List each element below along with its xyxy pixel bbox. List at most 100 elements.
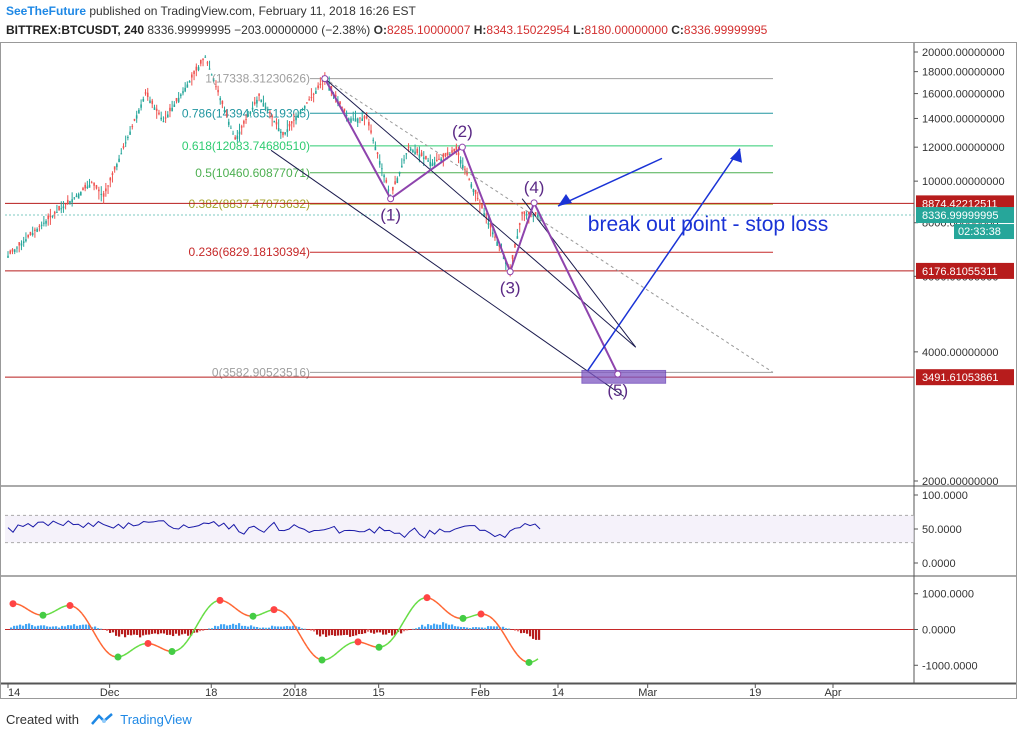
chart-canvas[interactable]: 20000.00000000 18000.00000000 16000.000000… bbox=[0, 42, 1017, 702]
oscillator-line-segment bbox=[513, 649, 518, 655]
candle-body bbox=[193, 70, 195, 75]
oscillator-line-segment bbox=[96, 637, 101, 644]
oscillator-line-segment bbox=[333, 652, 338, 656]
oscillator-bar bbox=[46, 626, 49, 630]
oscillator-bar bbox=[253, 626, 256, 630]
candle-body bbox=[98, 189, 100, 192]
candle-body bbox=[368, 122, 370, 126]
oscillator-bar bbox=[118, 629, 121, 637]
oscillator-bar bbox=[235, 624, 238, 630]
oscillator-line-segment bbox=[405, 612, 410, 619]
high-label: H: bbox=[473, 23, 487, 37]
oscillator-bar bbox=[70, 625, 73, 630]
oscillator-line-segment bbox=[372, 645, 377, 648]
candle-body bbox=[16, 247, 18, 249]
candle-body bbox=[140, 104, 142, 108]
candle-body bbox=[182, 91, 184, 94]
candle-body bbox=[334, 94, 337, 97]
oscillator-bar bbox=[79, 625, 82, 630]
author-link[interactable]: SeeTheFuture bbox=[6, 4, 87, 18]
publish-info: published on TradingView.com, February 1… bbox=[89, 4, 416, 18]
elliott-wave-path bbox=[323, 78, 619, 375]
oscillator-bar bbox=[364, 629, 367, 634]
candle-body bbox=[95, 185, 98, 189]
oscillator-line-segment bbox=[57, 607, 62, 610]
oscillator-bar bbox=[142, 629, 145, 636]
price-tick-label: 2000.00000000 bbox=[922, 476, 998, 488]
oscillator-line-segment bbox=[87, 621, 92, 628]
candle-body bbox=[264, 106, 267, 110]
oscillator-bar bbox=[493, 626, 496, 630]
candle-body bbox=[118, 158, 120, 163]
candle-body bbox=[301, 108, 304, 110]
candle-body bbox=[476, 197, 479, 199]
wave-point bbox=[506, 268, 514, 276]
tradingview-link[interactable]: TradingView bbox=[120, 712, 192, 727]
price-tick-label: 4000.00000000 bbox=[922, 347, 998, 359]
candle-body bbox=[403, 159, 405, 161]
oscillator-trough-dot bbox=[168, 648, 176, 656]
candle-body bbox=[494, 236, 496, 238]
chart-header: SeeTheFuture published on TradingView.co… bbox=[0, 0, 1017, 42]
candle-body bbox=[188, 81, 191, 83]
oscillator-bar bbox=[115, 629, 118, 636]
candle-body bbox=[381, 168, 383, 170]
price-tick-label: 14000.00000000 bbox=[922, 113, 1005, 125]
candle-body bbox=[464, 168, 466, 170]
oscillator-bar bbox=[211, 628, 214, 630]
oscillator-line-segment bbox=[27, 608, 32, 613]
oscillator-bar bbox=[370, 629, 373, 633]
fib-level-label: 0(3582.90523516) bbox=[212, 365, 310, 379]
oscillator-bar bbox=[346, 629, 349, 635]
time-tick-label: Apr bbox=[824, 687, 841, 699]
oscillator-line-segment bbox=[471, 614, 476, 617]
candle-body bbox=[116, 164, 118, 168]
oscillator-line-segment bbox=[408, 607, 413, 614]
oscillator-line-segment bbox=[102, 646, 107, 652]
candle-body bbox=[191, 74, 193, 78]
candle-body bbox=[25, 239, 27, 242]
oscillator-bar bbox=[172, 629, 175, 637]
wave-label: (5) bbox=[607, 381, 628, 400]
oscillator-bar bbox=[454, 626, 457, 630]
oscillator-line-segment bbox=[312, 653, 317, 658]
candle-body bbox=[528, 211, 530, 215]
oscillator-bar bbox=[259, 627, 262, 630]
candle-body bbox=[131, 126, 134, 128]
oscillator-bar bbox=[400, 629, 403, 634]
oscillator-line-segment bbox=[309, 650, 314, 656]
oscillator-line-segment bbox=[366, 643, 371, 647]
oscillator-line-segment bbox=[399, 622, 404, 629]
oscillator-bar bbox=[502, 626, 505, 630]
oscillator-bar bbox=[124, 629, 127, 638]
oscillator-line-segment bbox=[342, 645, 347, 649]
candle-body bbox=[409, 148, 412, 151]
oscillator-bar bbox=[49, 626, 52, 630]
oscillator-line-segment bbox=[30, 610, 35, 614]
oscillator-line-segment bbox=[369, 644, 374, 648]
fib-level-label: 0.786(14394.65519305) bbox=[182, 106, 310, 120]
oscillator-trough-dot bbox=[459, 614, 467, 622]
oscillator-bar bbox=[169, 629, 172, 635]
oscillator-bar bbox=[100, 628, 103, 630]
candle-body bbox=[243, 120, 245, 124]
candle-body bbox=[485, 216, 488, 219]
oscillator-bar bbox=[442, 622, 445, 630]
oscillator-line-segment bbox=[450, 614, 455, 618]
oscillator-bar bbox=[355, 629, 358, 636]
oscillator-bar bbox=[466, 627, 469, 630]
oscillator-line-segment bbox=[165, 649, 170, 652]
candle-body bbox=[53, 211, 56, 214]
candle-body bbox=[71, 199, 73, 203]
oscillator-bar bbox=[301, 628, 304, 630]
oscillator-peak-dot bbox=[423, 594, 431, 602]
candle-body bbox=[75, 195, 78, 198]
candle-body bbox=[442, 153, 445, 158]
oscillator-bar bbox=[214, 625, 217, 630]
ohlc-line: BITTREX:BTCUSDT, 240 8336.99999995 −203.… bbox=[6, 23, 767, 37]
candle-body bbox=[420, 152, 423, 157]
oscillator-bar bbox=[160, 629, 163, 634]
candle-body bbox=[489, 223, 492, 228]
candle-body bbox=[171, 107, 173, 112]
countdown-bg bbox=[954, 224, 1014, 240]
